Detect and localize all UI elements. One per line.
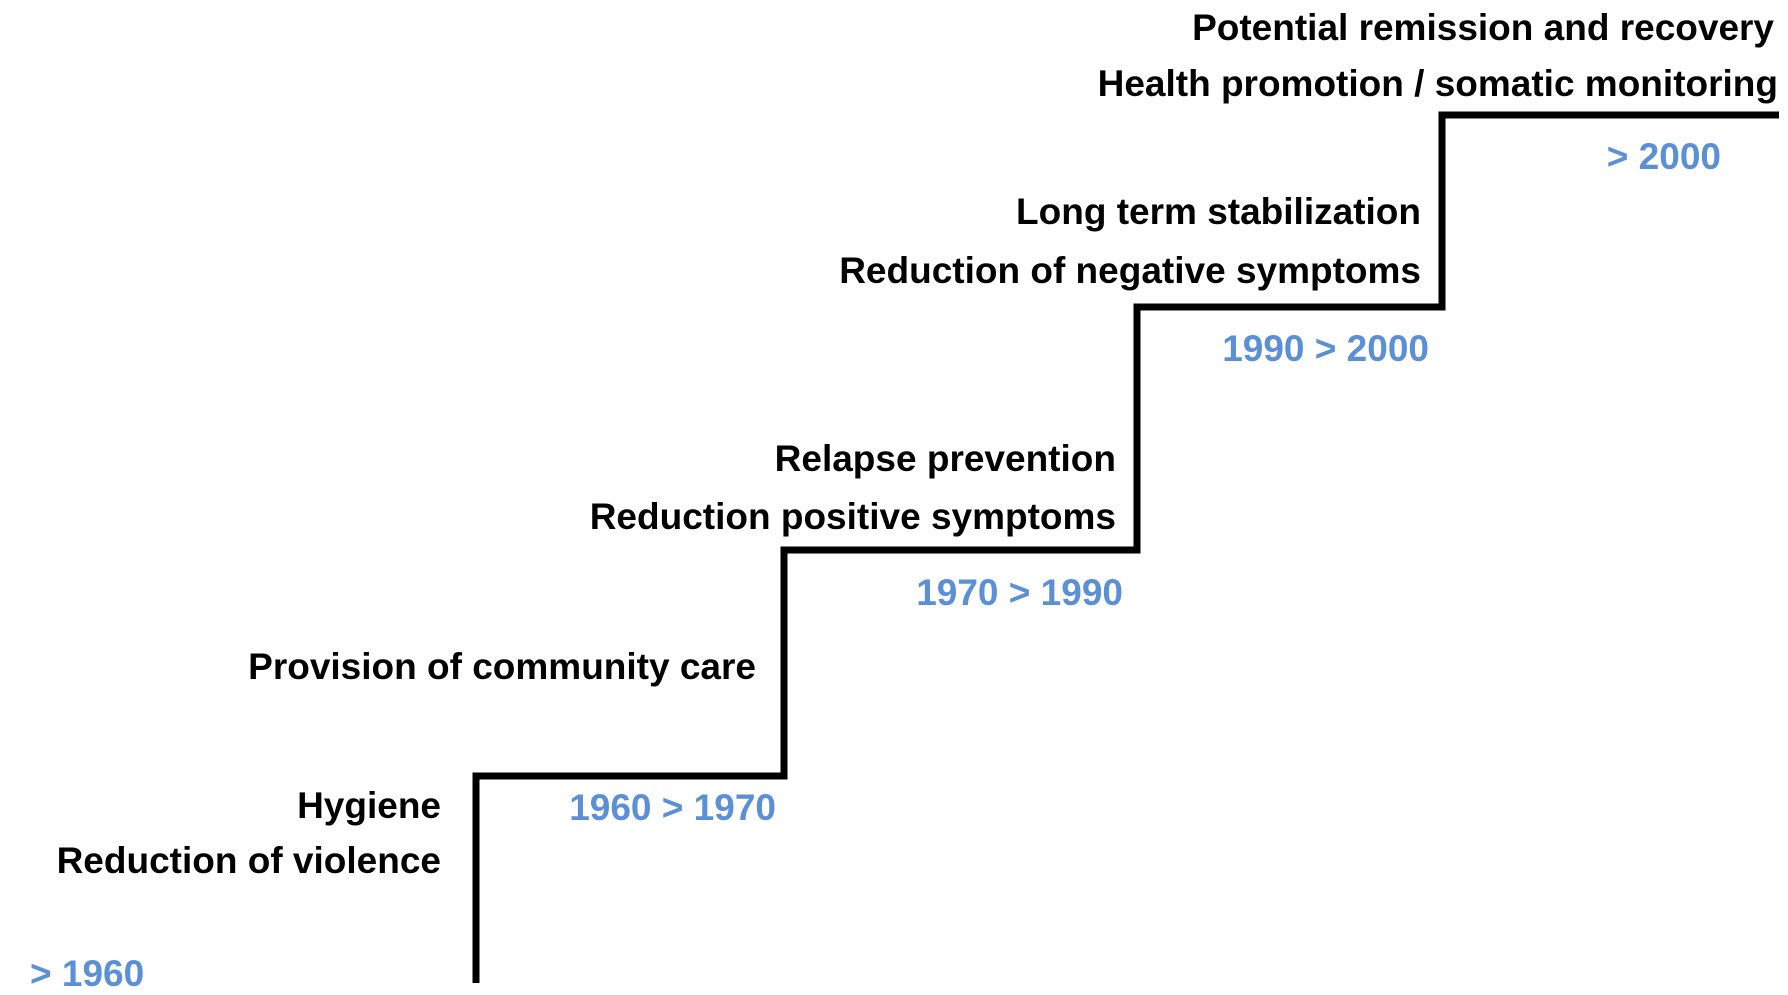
step-label: Reduction positive symptoms — [590, 496, 1116, 537]
staircase — [472, 111, 1779, 983]
step-label: Potential remission and recovery — [1192, 7, 1774, 48]
step-label: Provision of community care — [248, 646, 756, 687]
step-label: Hygiene — [297, 785, 441, 826]
step-label: Health promotion / somatic monitoring — [1098, 63, 1778, 104]
step-label: Long term stabilization — [1016, 191, 1421, 232]
step-period: > 2000 — [1607, 136, 1721, 177]
step-label: Relapse prevention — [775, 438, 1116, 479]
step-label: Reduction of negative symptoms — [839, 250, 1421, 291]
step-period: > 1960 — [30, 953, 144, 990]
step-period: 1990 > 2000 — [1222, 328, 1429, 369]
step-period: 1960 > 1970 — [569, 787, 776, 828]
step-label: Reduction of violence — [57, 840, 441, 881]
step-period: 1970 > 1990 — [916, 572, 1123, 613]
